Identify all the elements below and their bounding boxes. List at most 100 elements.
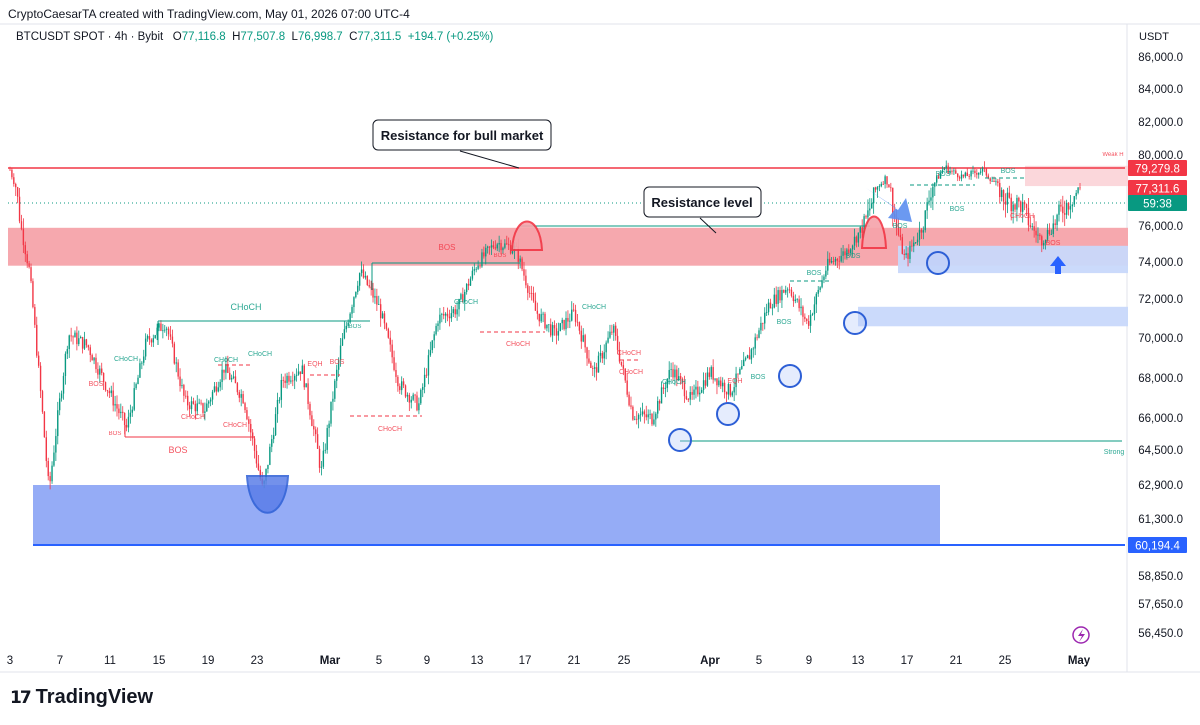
candle (1077, 187, 1079, 195)
candle-body (97, 369, 99, 375)
candle (945, 160, 947, 173)
candle (104, 381, 107, 392)
candle-body (532, 293, 535, 301)
candle (454, 304, 456, 318)
candle-body (905, 253, 907, 255)
candle-body (439, 314, 441, 324)
price-tag-bg (1128, 537, 1187, 553)
candle-body (1046, 230, 1049, 240)
structure-label: EQH (727, 378, 742, 385)
candle-body (999, 182, 1001, 198)
candle-body (1064, 213, 1066, 215)
candle-body (106, 390, 109, 392)
candle-body (840, 255, 842, 262)
symbol-label[interactable]: BTCUSDT SPOT · 4h · Bybit (16, 31, 164, 43)
candle (171, 329, 174, 348)
candle-body (219, 382, 221, 388)
candle (999, 178, 1001, 204)
candle-body (39, 365, 42, 392)
candle (315, 426, 317, 443)
candle (989, 177, 991, 185)
candle-body (836, 259, 839, 261)
candle (871, 198, 873, 209)
candle (353, 296, 355, 314)
candle-body (616, 335, 619, 350)
ohlc-legend[interactable]: BTCUSDT SPOT · 4h · Bybit O77,116.8 H77,… (16, 31, 493, 43)
candle (561, 317, 563, 330)
candle-body (259, 469, 262, 479)
candle-body (678, 376, 680, 381)
candle-body (49, 476, 51, 482)
candle-body (997, 181, 999, 183)
candle (422, 383, 424, 398)
candle (744, 356, 747, 362)
candle (926, 197, 928, 219)
candle-body (527, 285, 529, 293)
candle (567, 310, 569, 329)
candle (165, 326, 168, 337)
candle (481, 248, 483, 268)
x-tick-label: 13 (471, 655, 484, 667)
candle-body (897, 227, 900, 236)
currency-label[interactable]: USDT (1139, 31, 1169, 43)
candle-body (66, 349, 69, 354)
candle (666, 377, 668, 393)
candle (242, 390, 244, 404)
x-tick-label: May (1068, 655, 1091, 667)
candle (198, 398, 200, 405)
y-tick-label: 76,000.0 (1138, 221, 1183, 233)
candle-body (383, 313, 386, 324)
candle (628, 391, 630, 407)
candle (838, 256, 840, 270)
candle-body (697, 386, 699, 395)
candle (542, 311, 544, 323)
callout-box (643, 186, 762, 218)
candle (282, 376, 284, 388)
candle-body (922, 230, 925, 233)
candle (188, 401, 191, 417)
candle-body (1044, 239, 1047, 244)
y-tick-label: 82,000.0 (1138, 117, 1183, 129)
candle (758, 327, 760, 339)
candle (206, 398, 208, 412)
candle (777, 286, 779, 313)
candle-body (395, 369, 397, 377)
candle-body (406, 394, 409, 397)
candle (741, 360, 743, 370)
candle-body (1006, 192, 1009, 205)
candle (87, 344, 90, 351)
candle-body (213, 386, 216, 392)
candle (811, 312, 814, 316)
candle-body (160, 323, 162, 331)
candle (143, 349, 145, 366)
candle-body (758, 330, 760, 338)
candle-body (599, 353, 602, 356)
y-tick-label: 86,000.0 (1138, 52, 1183, 64)
candle (729, 383, 732, 398)
candle (928, 190, 930, 206)
structure-label: BOS (439, 243, 456, 252)
structure-label: CHoCH (114, 356, 138, 363)
candle (565, 311, 567, 336)
candle-body (628, 394, 630, 406)
lightning-bolt-icon (1078, 629, 1085, 642)
candle-body (267, 464, 269, 469)
candle (861, 219, 863, 238)
candle (444, 312, 447, 323)
candle (695, 380, 697, 399)
candle (309, 401, 311, 420)
candle-body (51, 465, 53, 482)
candle (234, 370, 237, 384)
candle (496, 242, 498, 252)
candle-body (139, 363, 141, 378)
candle (523, 261, 525, 281)
candle (81, 336, 84, 354)
candle-body (626, 380, 628, 395)
candle (718, 377, 720, 388)
candle (802, 305, 804, 326)
candle (974, 168, 976, 178)
candle (127, 409, 130, 433)
candle-body (24, 245, 26, 255)
candle-body (272, 435, 275, 440)
